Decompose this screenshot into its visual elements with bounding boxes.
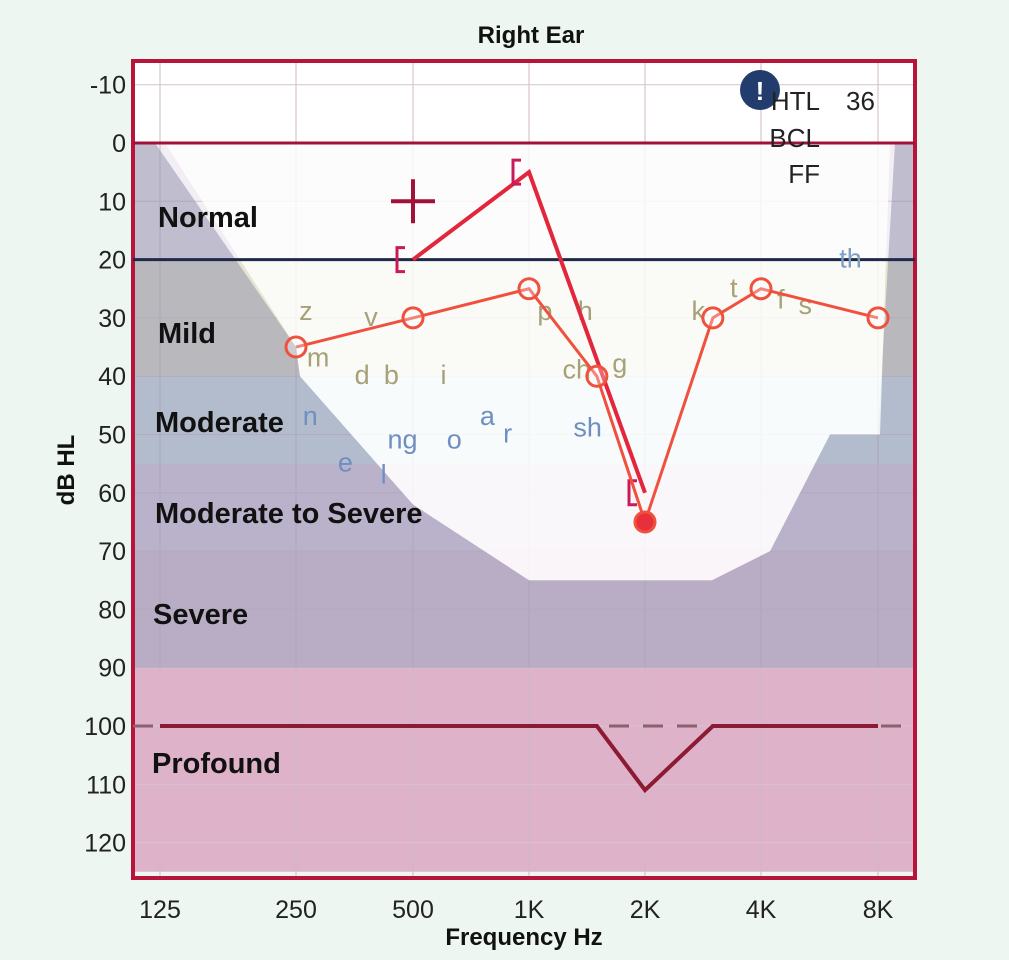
unaudible-area	[133, 143, 915, 668]
bone-conduction-line	[411, 168, 647, 494]
air-conduction-point[interactable]	[749, 277, 773, 301]
speech-sound-0: z	[299, 296, 313, 326]
y-tick-label: 50	[98, 422, 126, 450]
band-label-2: Moderate	[155, 407, 284, 439]
htl-value: 36	[846, 86, 875, 116]
speech-sound-19: r	[503, 419, 512, 449]
x-tick-label: 1K	[514, 896, 545, 924]
legend-item-bcl: BCL	[769, 123, 820, 153]
speech-sound-4: b	[384, 360, 399, 390]
speech-sound-15: n	[303, 401, 318, 431]
speech-sound-5: i	[441, 360, 447, 390]
y-tick-label: 40	[98, 363, 126, 391]
x-tick-label: 4K	[746, 896, 777, 924]
band-background	[133, 61, 915, 143]
speech-sound-9: g	[612, 349, 627, 379]
x-tick-label: 2K	[630, 896, 661, 924]
y-axis-label: dB HL	[53, 435, 80, 506]
x-tick-label: 250	[275, 896, 317, 924]
band-label-4: Severe	[153, 599, 248, 631]
air-conduction-point[interactable]	[633, 510, 657, 534]
speech-sound-21: e	[338, 448, 353, 478]
x-tick-label: 125	[139, 896, 181, 924]
x-tick-label: 500	[392, 896, 434, 924]
y-tick-label: 90	[98, 655, 126, 683]
y-tick-label: 10	[98, 188, 126, 216]
speech-sound-18: a	[480, 401, 496, 431]
air-conduction-point[interactable]	[866, 306, 890, 330]
speech-sound-1: v	[364, 302, 378, 332]
speech-sound-22: l	[381, 459, 387, 489]
band-label-3: Moderate to Severe	[155, 498, 423, 530]
band-label-5: Profound	[152, 748, 281, 780]
speech-sound-16: ng	[388, 424, 418, 454]
speech-sound-11: t	[730, 273, 738, 303]
band-background	[133, 667, 915, 872]
speech-sound-12: f	[777, 284, 785, 314]
speech-sound-20: sh	[573, 413, 602, 443]
air-conduction-point[interactable]	[701, 306, 725, 330]
y-tick-label: 70	[98, 538, 126, 566]
plus-marker	[391, 179, 435, 224]
air-conduction-point[interactable]	[284, 335, 308, 359]
speech-sound-2: m	[307, 343, 330, 373]
speech-sound-3: d	[355, 360, 370, 390]
air-conduction-point[interactable]	[517, 277, 541, 301]
y-tick-label: 110	[86, 771, 126, 799]
air-conduction-point[interactable]	[401, 306, 425, 330]
limit-line	[160, 724, 878, 794]
legend-item-htl: HTL	[771, 86, 820, 116]
y-tick-label: 30	[98, 305, 126, 333]
y-tick-label: 0	[112, 130, 126, 158]
speech-sound-14: th	[839, 244, 862, 274]
band-label-1: Mild	[158, 318, 216, 350]
speech-sound-17: o	[447, 424, 462, 454]
bone-bracket-marker	[511, 158, 521, 186]
y-tick-label: 60	[98, 480, 126, 508]
x-tick-label: 8K	[863, 896, 894, 924]
x-axis-label: Frequency Hz	[445, 924, 602, 951]
chart-title: Right Ear	[478, 22, 585, 49]
y-tick-label: -10	[90, 72, 126, 100]
speech-sound-13: s	[799, 290, 813, 320]
speech-region	[165, 143, 890, 581]
legend-item-ff: FF	[788, 159, 820, 189]
plot-frame	[131, 59, 917, 880]
band-label-0: Normal	[158, 202, 258, 234]
y-tick-label: 120	[84, 830, 126, 858]
bone-bracket-marker	[627, 479, 637, 507]
y-tick-label: 100	[84, 713, 126, 741]
y-tick-label: 20	[98, 247, 126, 275]
air-conduction-point[interactable]	[585, 364, 609, 388]
bone-bracket-marker	[395, 246, 405, 274]
y-tick-label: 80	[98, 596, 126, 624]
info-icon[interactable]	[740, 70, 780, 110]
info-icon-glyph: !	[756, 76, 765, 106]
